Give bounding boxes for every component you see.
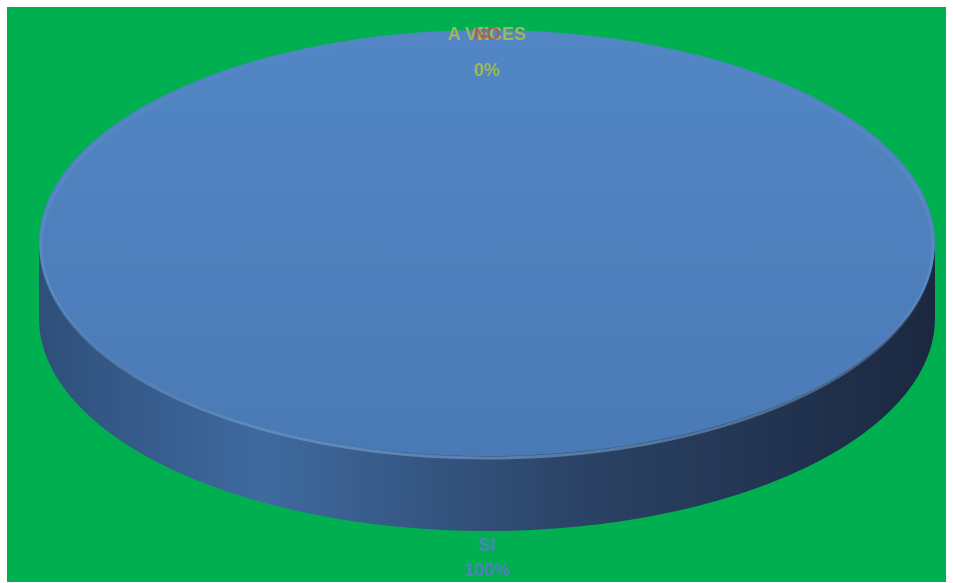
data-label-no-percent: 0% [474, 24, 500, 44]
data-label-aveces: A VECES 0% [448, 24, 526, 80]
pie-slice-si [39, 30, 935, 456]
data-label-si-category: SI [478, 535, 495, 555]
slices-group [39, 30, 935, 531]
pie-slice-si-side [39, 243, 935, 531]
data-label-aveces-percent: 0% [474, 60, 500, 80]
data-label-aveces-category: A VECES [448, 24, 526, 44]
data-label-si-percent: 100% [464, 560, 510, 580]
data-label-si: SI 100% [464, 535, 510, 580]
pie-slice-si-bevel [39, 32, 935, 460]
svg-text:A VECES: A VECES [448, 24, 526, 44]
data-label-no: NO 0% [474, 24, 501, 44]
data-label-no-category: NO [474, 24, 501, 44]
